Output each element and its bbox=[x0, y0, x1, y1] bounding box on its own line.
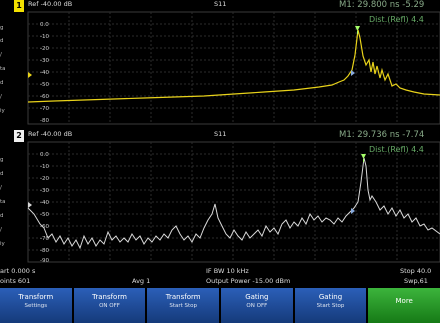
ytick: -10 bbox=[40, 34, 49, 40]
ytick: -40 bbox=[40, 200, 49, 206]
softkey-label: Gating bbox=[318, 293, 343, 301]
avg-value: Avg 1 bbox=[132, 277, 151, 285]
ytick: -70 bbox=[40, 236, 49, 242]
softkey-sub: ON OFF bbox=[99, 303, 120, 309]
ref-arrow-top bbox=[28, 72, 32, 78]
ytick: -30 bbox=[40, 188, 49, 194]
if-bw-value: IF BW 10 kHz bbox=[206, 267, 249, 275]
left-label: d bbox=[0, 38, 4, 44]
ytick: -10 bbox=[40, 164, 49, 170]
softkey-label: Transform bbox=[18, 293, 54, 301]
trace-2-plot[interactable]: 2 Ref -40.00 dB S11 M1: 29.736 ns -7.74 … bbox=[14, 130, 440, 264]
trace-1-line bbox=[27, 29, 440, 103]
marker-1-dist-top: Dist.(Refl) 4.4 bbox=[369, 15, 424, 24]
ytick: -80 bbox=[40, 118, 49, 124]
left-label: d bbox=[0, 213, 4, 219]
ytick: -80 bbox=[40, 248, 49, 254]
left-label: iy bbox=[0, 108, 5, 114]
gating-start-stop-button[interactable]: Gating Start Stop bbox=[294, 288, 367, 323]
trace-2-number: 2 bbox=[14, 130, 24, 142]
trace-1-ref: Ref -40.00 dB bbox=[28, 0, 73, 8]
left-label: g bbox=[0, 25, 4, 31]
gate-marker-bottom bbox=[351, 208, 355, 214]
softkey-label: Gating bbox=[245, 293, 269, 301]
softkey-label: Transform bbox=[92, 293, 127, 301]
softkey-label: Transform bbox=[165, 293, 201, 301]
status-bar: art 0.000 s oints 601 Avg 1 IF BW 10 kHz… bbox=[0, 264, 440, 286]
ytick: -70 bbox=[40, 106, 49, 112]
marker-1-dist-bottom: Dist.(Refl) 4.4 bbox=[369, 145, 424, 154]
left-label: / bbox=[0, 52, 2, 58]
points-value: oints 601 bbox=[0, 277, 31, 285]
left-label: iy bbox=[0, 241, 5, 247]
left-label: g bbox=[0, 157, 4, 163]
ytick: -60 bbox=[40, 94, 49, 100]
left-label: / bbox=[0, 94, 2, 100]
output-power-value: Output Power -15.00 dBm bbox=[206, 277, 291, 285]
ref-arrow-bottom bbox=[28, 202, 32, 208]
trace-1-number: 1 bbox=[14, 0, 24, 12]
ytick: 0.0 bbox=[40, 152, 49, 158]
marker-1-top bbox=[355, 26, 360, 34]
ytick: 0.0 bbox=[40, 22, 49, 28]
left-label: d bbox=[0, 171, 4, 177]
start-value: art 0.000 s bbox=[0, 267, 36, 275]
ytick: -20 bbox=[40, 46, 49, 52]
marker-1-bottom bbox=[361, 154, 366, 162]
marker-1-readout-bottom: M1: 29.736 ns -7.74 bbox=[339, 130, 425, 140]
trace-2-graph bbox=[27, 141, 440, 263]
trace-2-line bbox=[27, 157, 440, 250]
ytick: -60 bbox=[40, 224, 49, 230]
softkey-sub: Start Stop bbox=[169, 303, 198, 309]
more-button[interactable]: More bbox=[368, 288, 440, 323]
ytick: -30 bbox=[40, 58, 49, 64]
trace-1-param: S11 bbox=[214, 0, 227, 8]
trace-2-ref: Ref -40.00 dB bbox=[28, 130, 73, 138]
ytick: -90 bbox=[40, 258, 49, 264]
trace-1-plot[interactable]: 1 Ref -40.00 dB S11 M1: 29.800 ns -5.29 … bbox=[14, 0, 440, 126]
gating-on-off-button[interactable]: Gating ON OFF bbox=[221, 288, 293, 323]
ytick: -40 bbox=[40, 70, 49, 76]
ytick: -50 bbox=[40, 212, 49, 218]
marker-1-readout-top: M1: 29.800 ns -5.29 bbox=[339, 0, 425, 10]
ytick: -50 bbox=[40, 82, 49, 88]
transform-settings-button[interactable]: Transform Settings bbox=[0, 288, 72, 323]
softkey-bar: Transform Settings Transform ON OFF Tran… bbox=[0, 288, 440, 323]
transform-on-off-button[interactable]: Transform ON OFF bbox=[73, 288, 146, 323]
gate-marker-top bbox=[351, 70, 355, 76]
left-label: / bbox=[0, 227, 2, 233]
softkey-label: More bbox=[395, 297, 413, 305]
trace-2-param: S11 bbox=[214, 130, 227, 138]
stop-value: Stop 40.0 bbox=[400, 267, 432, 275]
softkey-sub: Start Stop bbox=[316, 303, 345, 309]
softkey-sub: ON OFF bbox=[246, 303, 268, 309]
left-label: / bbox=[0, 185, 2, 191]
sweep-value: Swp,61 bbox=[404, 277, 428, 285]
transform-start-stop-button[interactable]: Transform Start Stop bbox=[147, 288, 220, 323]
left-label: d bbox=[0, 80, 4, 86]
softkey-sub: Settings bbox=[24, 303, 48, 309]
left-label: ta bbox=[0, 66, 6, 72]
left-label: ta bbox=[0, 199, 6, 205]
ytick: -20 bbox=[40, 176, 49, 182]
trace-1-graph bbox=[27, 11, 440, 125]
